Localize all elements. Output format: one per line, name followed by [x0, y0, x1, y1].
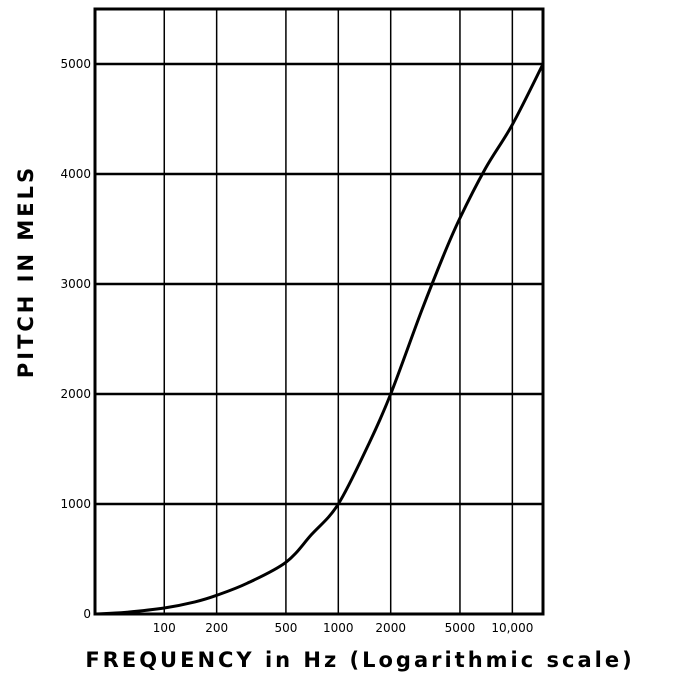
series-line: [93, 62, 545, 616]
y-tick-label: 0: [83, 607, 91, 621]
y-axis-title: PITCH IN MELS: [14, 165, 38, 378]
x-tick-label: 2000: [375, 621, 406, 635]
y-tick-label: 1000: [60, 497, 91, 511]
y-tick-label: 3000: [60, 277, 91, 291]
x-tick-label: 100: [153, 621, 176, 635]
y-tick-label: 4000: [60, 167, 91, 181]
x-tick-label: 1000: [323, 621, 354, 635]
y-tick-label: 5000: [60, 57, 91, 71]
x-tick-label: 200: [205, 621, 228, 635]
x-axis-title: FREQUENCY in Hz (Logarithmic scale): [85, 648, 634, 672]
plot-frame: [93, 7, 545, 616]
x-tick-label: 10,000: [491, 621, 533, 635]
x-tick-label: 500: [274, 621, 297, 635]
x-tick-label: 5000: [445, 621, 476, 635]
y-tick-label: 2000: [60, 387, 91, 401]
